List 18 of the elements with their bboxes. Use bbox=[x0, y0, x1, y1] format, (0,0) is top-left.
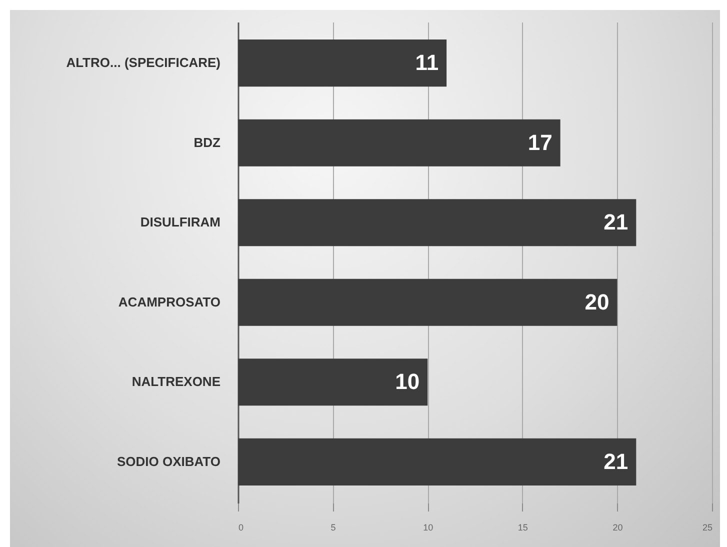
y-tick-label: ACAMPROSATO bbox=[118, 294, 220, 310]
data-label: 21 bbox=[604, 210, 628, 235]
y-tick-label: NALTREXONE bbox=[132, 374, 221, 390]
x-tick-label: 25 bbox=[702, 522, 712, 532]
data-label: 20 bbox=[584, 289, 610, 314]
data-label: 10 bbox=[395, 369, 420, 394]
x-tick-label: 10 bbox=[423, 522, 434, 532]
y-tick-label: DISULFIRAM bbox=[140, 214, 220, 230]
x-tick-label: 5 bbox=[330, 522, 336, 532]
data-label: 17 bbox=[528, 130, 552, 155]
data-label: 21 bbox=[604, 448, 628, 474]
y-tick-label: BDZ bbox=[194, 134, 221, 150]
x-tick-label: 15 bbox=[518, 522, 528, 532]
y-tick-label: SODIO OXIBATO bbox=[116, 454, 220, 469]
y-tick-label: ALTRO... (SPECIFICARE) bbox=[66, 55, 220, 70]
data-label: 11 bbox=[415, 50, 439, 76]
x-tick-label: 20 bbox=[612, 522, 623, 532]
x-tick-label: 0 bbox=[238, 522, 244, 532]
